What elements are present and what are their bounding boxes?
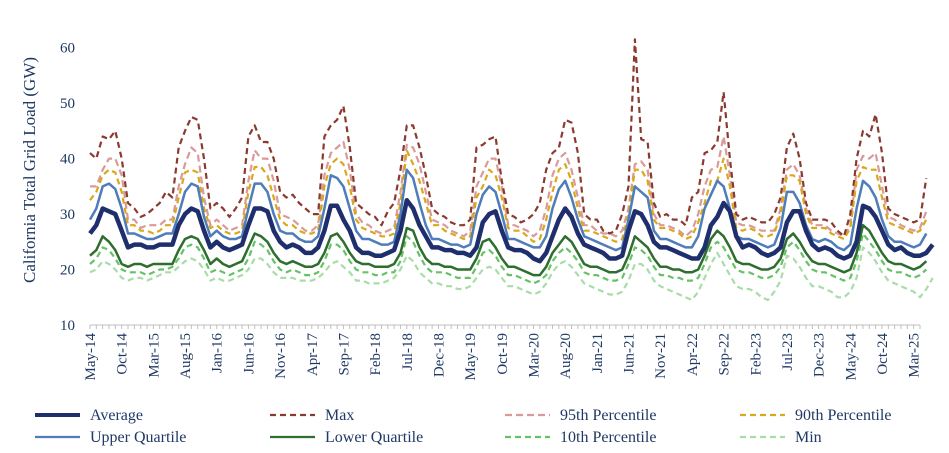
x-tick-label: Oct-14 [115, 333, 131, 375]
x-tick-label: Dec-18 [431, 333, 447, 377]
x-tick-label: Oct-24 [875, 333, 891, 375]
y-tick-label: 60 [60, 41, 75, 57]
x-axis: May-14 Oct-14 Mar-15 Aug-15 Jan-16 Jun-16 Nov-… [83, 324, 923, 381]
legend-label: 95th Percentile [560, 407, 656, 424]
x-tick-label: Mar-25 [907, 333, 923, 378]
legend: Average Max 95th Percentile 90th Percentile… [35, 407, 891, 446]
series-line-upper-quartile [88, 168, 928, 252]
x-tick-label: Jan-21 [590, 333, 606, 373]
x-tick-label: Apr-22 [685, 333, 701, 376]
x-tick-label: Nov-21 [653, 333, 669, 379]
x-tick-label: Aug-20 [558, 333, 574, 379]
legend-label: Max [325, 407, 354, 424]
series-line-average [88, 197, 935, 264]
y-tick-label: 10 [60, 318, 75, 334]
x-tick-label: Oct-19 [495, 333, 511, 375]
x-tick-label: Jul-23 [780, 333, 796, 371]
x-tick-label: Aug-15 [178, 333, 194, 379]
y-tick-label: 20 [60, 263, 75, 279]
series-line-10th-percentile [89, 232, 928, 285]
legend-label: Average [90, 407, 143, 424]
x-tick-label: Feb-18 [368, 333, 384, 376]
x-tick-label: Jul-18 [400, 333, 416, 371]
legend-label: 90th Percentile [795, 407, 891, 424]
x-tick-label: Jun-16 [241, 333, 257, 374]
y-axis-ticks: 10 20 30 40 50 60 [60, 41, 75, 334]
x-tick-label: Nov-16 [273, 333, 289, 379]
y-axis-title: California Total Grid Load (GW) [20, 57, 39, 283]
x-tick-label: Feb-23 [748, 333, 764, 376]
series-line-90th-percentile [89, 149, 928, 243]
legend-label: 10th Percentile [560, 429, 656, 446]
legend-label: Min [795, 429, 822, 446]
x-tick-label: Sep-17 [336, 333, 352, 376]
x-tick-label: May-24 [843, 333, 859, 381]
series-line-max [89, 38, 928, 238]
legend-label: Lower Quartile [325, 429, 423, 446]
x-tick-label: Mar-15 [146, 333, 162, 378]
y-tick-label: 40 [60, 152, 75, 168]
x-tick-label: Dec-23 [812, 333, 828, 377]
series-lines [88, 38, 935, 302]
series-line-lower-quartile [89, 223, 928, 277]
y-tick-label: 30 [60, 207, 75, 223]
x-tick-label: Sep-22 [717, 333, 733, 376]
legend-label: Upper Quartile [90, 429, 186, 446]
x-tick-label: Jan-16 [210, 333, 226, 373]
x-tick-label: May-19 [463, 333, 479, 381]
x-tick-label: May-14 [83, 333, 99, 381]
y-tick-label: 50 [60, 96, 75, 112]
x-tick-label: Mar-20 [527, 333, 543, 378]
x-tick-label: Apr-17 [305, 333, 321, 377]
series-line-min [89, 246, 934, 302]
x-tick-label: Jun-21 [622, 333, 638, 374]
